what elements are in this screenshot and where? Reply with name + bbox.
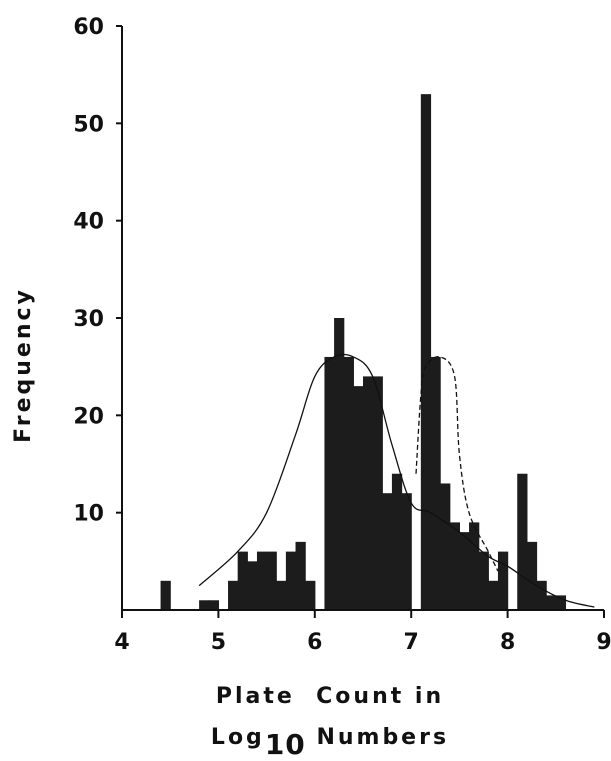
histogram-bar — [555, 595, 567, 610]
y-tick-label: 40 — [73, 210, 104, 235]
histogram-bar — [440, 483, 451, 610]
histogram-bar — [391, 473, 403, 610]
x-axis-label-line1: Plate Count in — [215, 684, 445, 709]
y-ticks-group: 10 20 30 40 50 60 — [73, 15, 122, 527]
y-tick-label: 60 — [73, 15, 104, 40]
histogram-bar — [256, 551, 268, 610]
histogram-bar — [469, 522, 480, 610]
x-tick-label: 5 — [211, 630, 226, 655]
histogram-bar — [526, 541, 538, 610]
histogram-bar — [401, 493, 412, 610]
histogram-bar — [276, 580, 287, 610]
histogram-bar — [497, 551, 509, 610]
histogram-bar — [372, 376, 383, 610]
x-ticks-group: 4 5 6 7 8 9 — [114, 610, 611, 655]
histogram-bar — [449, 522, 460, 610]
histogram-bar — [546, 595, 557, 610]
histogram-bar — [478, 551, 489, 610]
histogram-bar — [285, 551, 297, 610]
histogram-bar — [237, 551, 248, 610]
bars-group — [160, 94, 567, 611]
y-tick-label: 10 — [73, 502, 104, 527]
histogram-bar — [247, 561, 258, 610]
x-tick-label: 6 — [307, 630, 322, 655]
x-axis-label-log: Log — [210, 725, 265, 750]
histogram-bar — [324, 356, 335, 610]
y-axis-label: Frequency — [11, 287, 36, 443]
histogram-bar — [305, 580, 316, 610]
histogram-bar — [488, 580, 499, 610]
histogram-bar — [363, 376, 374, 610]
x-axis-label-numbers: Numbers — [305, 725, 450, 750]
histogram-bar — [208, 600, 219, 610]
y-tick-label: 30 — [73, 307, 104, 332]
x-tick-label: 7 — [404, 630, 419, 655]
x-tick-label: 9 — [596, 630, 611, 655]
fitted-curve-solid — [198, 353, 595, 608]
fitted-curve-dashed — [415, 355, 499, 572]
y-tick-label: 20 — [73, 404, 104, 429]
histogram-bar — [353, 386, 364, 610]
histogram-bar — [160, 580, 171, 610]
histogram-bar — [295, 541, 306, 610]
histogram-bar — [536, 580, 547, 610]
x-tick-label: 8 — [500, 630, 515, 655]
x-tick-label: 4 — [114, 630, 129, 655]
y-tick-label: 50 — [73, 112, 104, 137]
x-axis-label-subscript: 10 — [264, 728, 306, 761]
histogram-bar — [266, 551, 277, 610]
histogram-bar — [430, 356, 441, 610]
histogram-bar — [459, 532, 470, 610]
x-axis-label-line2: Log10 Numbers — [70, 718, 590, 761]
histogram-bar — [517, 473, 528, 610]
histogram-bar — [343, 356, 354, 610]
histogram-bar — [382, 493, 393, 610]
histogram-bar — [420, 94, 432, 611]
histogram-bar — [334, 318, 345, 610]
histogram-bar — [228, 580, 239, 610]
histogram-bar — [199, 600, 210, 610]
